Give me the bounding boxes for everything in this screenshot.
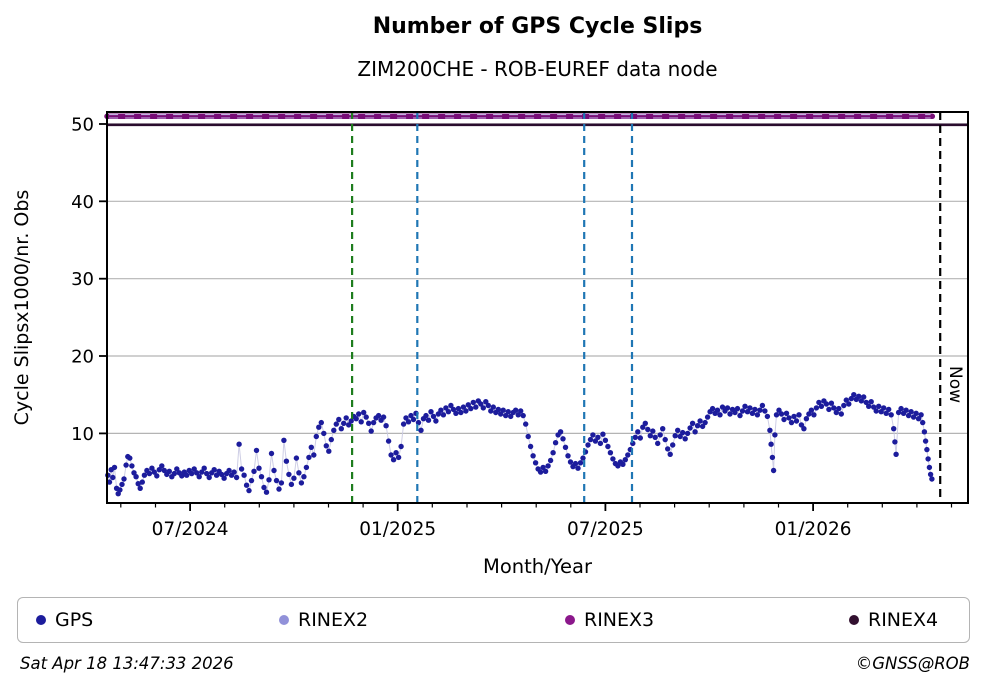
x-minor-ticks xyxy=(120,503,953,508)
page-subtitle: ZIM200CHE - ROB-EUREF data node xyxy=(357,57,718,81)
y-gridlines xyxy=(107,123,968,434)
y-tick-label: 40 xyxy=(71,192,94,213)
event-lines xyxy=(351,112,634,503)
legend-label: RINEX2 xyxy=(298,609,369,631)
legend-label: RINEX3 xyxy=(584,609,655,631)
gps-scatter xyxy=(105,392,935,497)
generation-timestamp: Sat Apr 18 13:47:33 2026 xyxy=(20,654,234,673)
rinex3-marker-icon xyxy=(565,615,575,625)
x-axis-ticks: 07/2024 01/2025 07/2025 01/2026 xyxy=(152,503,852,540)
x-tick-label: 01/2025 xyxy=(359,519,436,540)
x-axis-label: Month/Year xyxy=(483,555,593,578)
x-tick-label: 07/2024 xyxy=(152,519,229,540)
gps-marker-icon xyxy=(36,615,46,625)
rinex4-marker-icon xyxy=(849,615,859,625)
x-tick-label: 07/2025 xyxy=(567,519,644,540)
legend-label: GPS xyxy=(55,609,94,631)
chart-legend: GPS RINEX2 RINEX3 RINEX4 xyxy=(17,597,970,643)
y-tick-label: 20 xyxy=(71,347,94,368)
y-axis-ticks: 10 20 30 40 50 xyxy=(71,115,107,445)
legend-label: RINEX4 xyxy=(868,609,939,631)
y-axis-label: Cycle Slipsx1000/nr. Obs xyxy=(11,190,33,426)
y-tick-label: 30 xyxy=(71,269,94,290)
rinex2-marker-icon xyxy=(279,615,289,625)
plot-frame xyxy=(106,111,969,504)
legend-item-rinex3: RINEX3 xyxy=(565,598,654,642)
copyright-credit: ©GNSS@ROB xyxy=(855,654,970,673)
now-label: Now xyxy=(945,366,965,403)
legend-item-rinex2: RINEX2 xyxy=(279,598,368,642)
legend-item-rinex4: RINEX4 xyxy=(849,598,938,642)
page-title: Number of GPS Cycle Slips xyxy=(372,14,703,39)
x-tick-label: 01/2026 xyxy=(775,519,852,540)
chart-container: Now 10 20 30 40 50 07/2024 01/2025 07/2025 01/202… xyxy=(11,111,969,578)
y-tick-label: 50 xyxy=(71,115,94,136)
legend-item-gps: GPS xyxy=(36,598,93,642)
plot-area: Now 10 20 30 40 50 07/2024 01/2025 07/2025 01/202… xyxy=(11,111,969,578)
y-tick-label: 10 xyxy=(71,424,94,445)
